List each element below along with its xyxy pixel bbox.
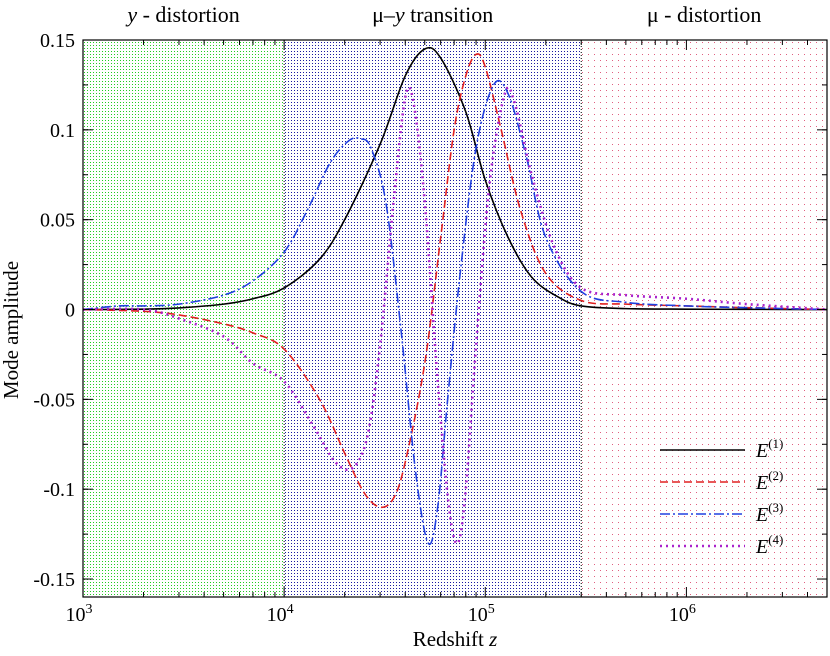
x-axis-title: Redshift z [413,627,498,651]
plot-frame [82,39,828,598]
y-tick-label: -0.1 [43,479,75,501]
x-tick-label: 103 [66,602,93,626]
y-tick-label: 0.05 [40,210,75,232]
series-line-e-4 [82,85,828,545]
x-tick-label: 104 [267,602,294,626]
series-line-e-1 [82,46,828,311]
region-band-1 [284,40,582,597]
legend-label-e-4: E(4) [755,532,783,558]
plot-border [82,39,828,598]
y-tick-label: 0 [65,300,75,322]
region-band-0 [83,40,285,597]
series-layer [82,46,828,546]
legend-label-e-1: E(1) [755,436,783,462]
series-line-e-2 [82,53,828,509]
y-axis-title: Mode amplitude [0,261,23,399]
y-tick-label: -0.05 [33,389,75,411]
regions-layer [83,40,827,597]
y-tick-label: 0.1 [50,120,75,142]
legend-label-e-3: E(3) [755,500,783,526]
region-band-2 [581,40,827,597]
region-title-0: y - distortion [125,2,239,27]
series-line-e-3 [82,79,828,546]
region-titles-layer: y - distortion μ–y transition μ - distorti… [125,2,761,27]
y-tick-label: -0.15 [33,569,75,591]
y-tick-label: 0.15 [40,30,75,52]
ticks-layer: 0.15 0.1 0.05 0 -0.05 -0.1 -0.15 103 104 105 106 [33,30,828,626]
x-tick-label: 105 [468,602,495,626]
x-tick-label: 106 [669,602,696,626]
region-title-1: μ–y transition [372,2,493,27]
legend: E(1) E(2) E(3) E(4) [660,436,783,558]
legend-label-e-2: E(2) [755,468,783,494]
region-title-2: μ - distortion [647,2,761,27]
